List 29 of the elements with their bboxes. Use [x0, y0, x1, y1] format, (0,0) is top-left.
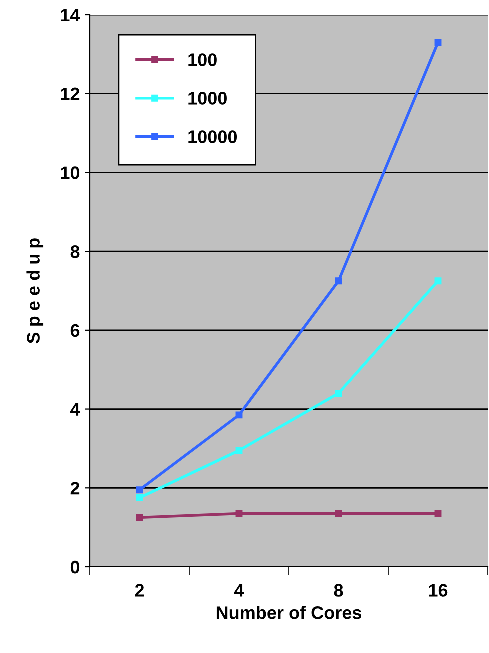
legend-label: 1000 [188, 92, 227, 105]
x-tick-label: 2 [135, 584, 144, 597]
legend-label: 100 [188, 54, 217, 66]
y-tick-label: 0 [70, 560, 80, 574]
y-axis-title: S p e e d u p [26, 238, 44, 344]
point [236, 412, 243, 419]
point [335, 390, 342, 397]
x-tick-label: 4 [234, 584, 244, 597]
point [236, 510, 243, 518]
point [136, 486, 144, 494]
y-tick-label: 12 [61, 88, 80, 100]
y-tick-label: 2 [70, 482, 80, 495]
y-tick-label: 4 [70, 403, 80, 416]
legend-label: 10000 [188, 130, 238, 144]
point [335, 278, 342, 285]
y-tick-label: 14 [61, 9, 80, 22]
point [236, 447, 243, 454]
point [335, 510, 342, 518]
x-tick-label: 8 [334, 584, 344, 597]
point [136, 494, 144, 502]
y-tick-label: 10 [61, 166, 80, 180]
point [136, 514, 144, 522]
x-axis-title: Number of Cores [216, 606, 362, 620]
point [434, 39, 442, 46]
x-tick-label: 16 [429, 584, 448, 597]
point [434, 510, 442, 518]
y-tick-label: 6 [70, 324, 80, 338]
y-tick-label: 8 [70, 246, 80, 258]
point [434, 278, 442, 285]
